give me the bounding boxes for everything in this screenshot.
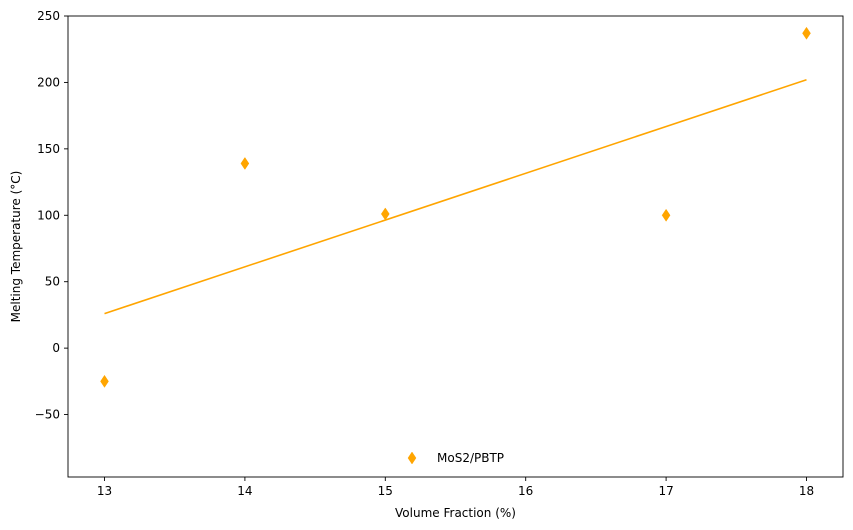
y-tick-label: 200 <box>37 75 60 89</box>
data-point <box>802 26 811 40</box>
legend-label: MoS2/PBTP <box>437 451 504 465</box>
x-tick-label: 15 <box>378 484 393 498</box>
trend-line <box>104 79 807 315</box>
x-tick-label: 13 <box>97 484 112 498</box>
y-tick-label: 50 <box>45 275 60 289</box>
legend: MoS2/PBTP <box>407 451 504 465</box>
y-tick-label: 250 <box>37 9 60 23</box>
y-tick-label: 0 <box>52 341 60 355</box>
legend-marker <box>407 451 417 465</box>
x-tick-label: 18 <box>799 484 814 498</box>
axes: 13 14 15 16 17 18 −50 0 50 100 150 200 250 Volume Fra… <box>9 9 844 520</box>
x-tick-label: 14 <box>237 484 252 498</box>
axes-frame <box>67 15 844 478</box>
y-axis-label: Melting Temperature (°C) <box>9 171 23 323</box>
x-tick-label: 16 <box>518 484 533 498</box>
data-point <box>661 208 671 222</box>
x-axis-label: Volume Fraction (%) <box>395 506 516 520</box>
y-tick-label: 100 <box>37 208 60 222</box>
data-point <box>240 157 250 170</box>
data-point <box>381 207 390 221</box>
plot-area <box>100 26 811 388</box>
y-tick-label: −50 <box>35 408 60 422</box>
x-tick-label: 17 <box>658 484 673 498</box>
y-tick-label: 150 <box>37 142 60 156</box>
data-point <box>100 374 109 388</box>
